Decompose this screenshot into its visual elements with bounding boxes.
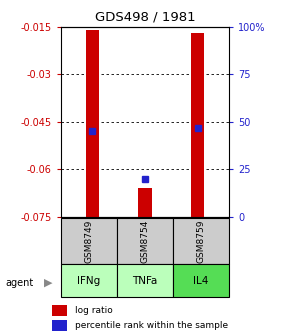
Text: GSM8754: GSM8754	[140, 219, 150, 263]
Bar	[61, 264, 117, 297]
Bar	[173, 218, 229, 264]
Bar	[173, 264, 229, 297]
Bar	[117, 218, 173, 264]
Text: log ratio: log ratio	[75, 306, 113, 315]
Text: GSM8759: GSM8759	[197, 219, 206, 263]
Text: GSM8749: GSM8749	[84, 219, 93, 263]
Bar	[61, 218, 117, 264]
Bar	[86, 30, 99, 217]
Bar	[191, 33, 204, 217]
Text: TNFa: TNFa	[132, 276, 158, 286]
Text: percentile rank within the sample: percentile rank within the sample	[75, 321, 229, 330]
Bar	[138, 188, 152, 217]
Bar	[52, 320, 67, 331]
Text: IFNg: IFNg	[77, 276, 101, 286]
Bar	[117, 264, 173, 297]
Text: IL4: IL4	[193, 276, 209, 286]
Text: ▶: ▶	[44, 278, 52, 288]
Text: agent: agent	[6, 278, 34, 288]
Text: GDS498 / 1981: GDS498 / 1981	[95, 11, 195, 24]
Bar	[52, 304, 67, 316]
